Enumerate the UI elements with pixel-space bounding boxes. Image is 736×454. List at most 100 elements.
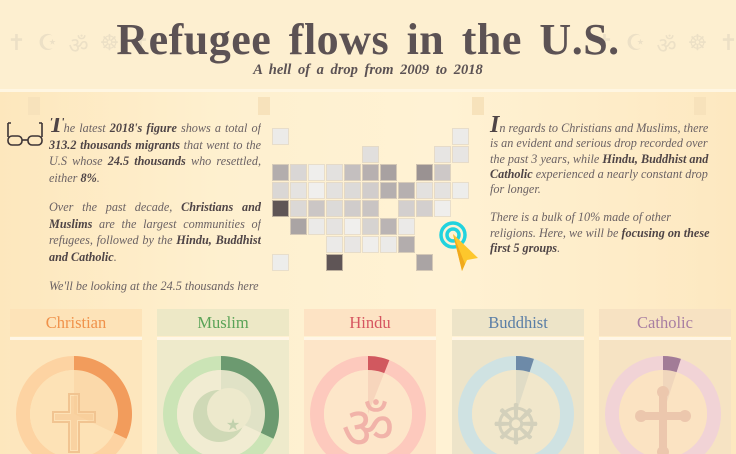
decor-strip (28, 97, 40, 115)
latin-cross-icon: ✝ (595, 30, 614, 55)
map-state-tile[interactable] (308, 182, 325, 199)
om-icon: ॐ (68, 33, 89, 58)
dharma-wheel-icon: ☸ (99, 30, 120, 55)
divider (157, 337, 289, 340)
map-state-tile[interactable] (434, 182, 451, 199)
glasses-icon (7, 122, 43, 146)
map-state-tile[interactable] (434, 200, 451, 217)
map-state-tile[interactable] (272, 182, 289, 199)
decor-symbols-left: ✝ ☪ ॐ ☸ ✝ (6, 30, 151, 60)
map-state-tile[interactable] (308, 218, 325, 235)
intro-text-left: The latest 2018's figure shows a total o… (49, 118, 261, 294)
map-state-tile[interactable] (290, 182, 307, 199)
map-state-tile[interactable] (380, 236, 397, 253)
map-state-tile[interactable] (452, 128, 469, 145)
map-state-tile[interactable] (416, 182, 433, 199)
map-state-tile[interactable] (344, 182, 361, 199)
map-state-tile[interactable] (398, 218, 415, 235)
decor-strip (258, 97, 270, 115)
map-state-tile[interactable] (362, 146, 379, 163)
crescent-star-icon: ☪ (37, 30, 58, 55)
map-state-tile[interactable] (272, 200, 289, 217)
intro-paragraph-2: Over the past decade, Christians and Mus… (49, 200, 261, 264)
map-state-tile[interactable] (308, 164, 325, 181)
intro-paragraph-5: There is a bulk of 10% made of other rel… (490, 210, 710, 256)
map-state-tile[interactable] (380, 182, 397, 199)
group-ring-chart: ॐ (304, 340, 436, 454)
tap-cursor-icon (439, 221, 478, 271)
group-label: Catholic (599, 309, 731, 336)
decor-symbols-right: ✝ ☪ ॐ ☸ ✝ (594, 30, 736, 60)
intro-paragraph-1: The latest 2018's figure shows a total o… (49, 118, 261, 185)
dharma-wheel-icon: ☸ (687, 30, 708, 55)
divider (304, 337, 436, 340)
group-label: Buddhist (452, 309, 584, 336)
intro-paragraph-4: In regards to Christians and Muslims, th… (490, 112, 709, 197)
latin-cross-icon (52, 393, 96, 453)
map-state-tile[interactable] (416, 254, 433, 271)
group-card-catholic[interactable]: Catholic (599, 309, 731, 454)
map-state-tile[interactable] (344, 164, 361, 181)
map-state-tile[interactable] (398, 236, 415, 253)
svg-text:ॐ: ॐ (342, 394, 395, 454)
map-state-tile[interactable] (326, 182, 343, 199)
map-state-tile[interactable] (362, 182, 379, 199)
map-state-tile[interactable] (362, 218, 379, 235)
map-state-tile[interactable] (326, 218, 343, 235)
map-state-tile[interactable] (434, 146, 451, 163)
map-state-tile[interactable] (398, 200, 415, 217)
group-card-buddhist[interactable]: Buddhist ☸ (452, 309, 584, 454)
intro-text-right: In regards to Christians and Muslims, th… (490, 112, 710, 269)
map-state-tile[interactable] (344, 236, 361, 253)
map-state-tile[interactable] (290, 164, 307, 181)
header: ✝ ☪ ॐ ☸ ✝ ✝ ☪ ॐ ☸ ✝ Refugee flows in the… (0, 0, 736, 92)
map-state-tile[interactable] (380, 218, 397, 235)
map-state-tile[interactable] (344, 200, 361, 217)
group-card-christian[interactable]: Christian (10, 309, 142, 454)
group-card-muslim[interactable]: Muslim ★ (157, 309, 289, 454)
map-state-tile[interactable] (326, 200, 343, 217)
map-state-tile[interactable] (290, 200, 307, 217)
map-state-tile[interactable] (398, 182, 415, 199)
group-ring-chart: ★ (157, 340, 289, 454)
latin-cross-icon: ✝ (7, 30, 26, 55)
group-ring-chart (599, 340, 731, 454)
map-state-tile[interactable] (380, 164, 397, 181)
map-state-tile[interactable] (434, 164, 451, 181)
map-state-tile[interactable] (416, 164, 433, 181)
crescent-star-icon: ☪ (625, 30, 646, 55)
divider (599, 337, 731, 340)
group-label: Christian (10, 309, 142, 336)
divider (10, 337, 142, 340)
map-state-tile[interactable] (362, 164, 379, 181)
map-state-tile[interactable] (326, 236, 343, 253)
group-card-hindu[interactable]: Hindu ॐ (304, 309, 436, 454)
decor-strip (694, 97, 706, 115)
map-state-tile[interactable] (362, 200, 379, 217)
map-state-tile[interactable] (452, 146, 469, 163)
decor-strip (472, 97, 484, 115)
budded-cross-icon (635, 386, 691, 454)
group-ring-chart: ☸ (452, 340, 584, 454)
map-state-tile[interactable] (362, 236, 379, 253)
group-label: Muslim (157, 309, 289, 336)
page-subtitle: A hell of a drop from 2009 to 2018 (253, 62, 483, 78)
map-state-tile[interactable] (416, 200, 433, 217)
map-state-tile[interactable] (272, 128, 289, 145)
om-icon: ॐ (656, 33, 677, 58)
map-state-tile[interactable] (272, 164, 289, 181)
divider (452, 337, 584, 340)
group-label: Hindu (304, 309, 436, 336)
intro-paragraph-3: We'll be looking at the 24.5 thousands h… (49, 279, 259, 293)
budded-cross-icon: ✝ (131, 30, 150, 55)
map-state-tile[interactable] (452, 182, 469, 199)
group-ring-chart (10, 340, 142, 454)
svg-text:☸: ☸ (491, 393, 541, 454)
map-state-tile[interactable] (326, 164, 343, 181)
map-state-tile[interactable] (272, 254, 289, 271)
dharma-wheel-icon: ☸ (491, 393, 541, 454)
map-state-tile[interactable] (308, 200, 325, 217)
map-state-tile[interactable] (290, 218, 307, 235)
map-state-tile[interactable] (344, 218, 361, 235)
map-state-tile[interactable] (326, 254, 343, 271)
